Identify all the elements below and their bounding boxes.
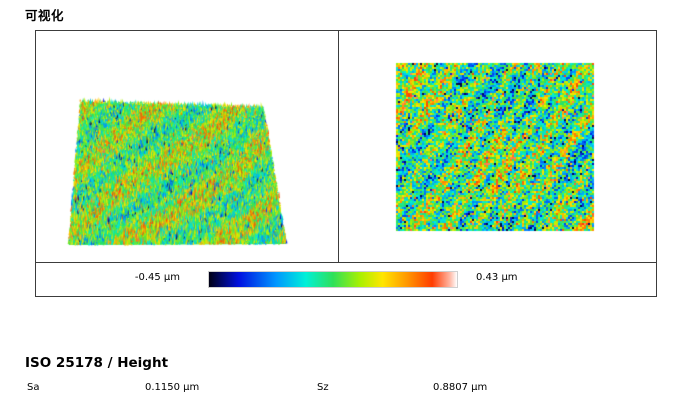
color-scale-min-label: -0.45 µm [134, 272, 180, 283]
surface-3d-panel [35, 30, 339, 263]
param-value-sa: 0.1150 µm [145, 382, 200, 393]
surface-2d-panel [339, 30, 657, 263]
color-scale-max-label: 0.43 µm [476, 272, 518, 283]
visualization-section-title: 可视化 [25, 8, 65, 23]
param-name-sa: Sa [27, 382, 40, 393]
surface-3d-view [36, 31, 338, 262]
param-name-sz: Sz [317, 382, 329, 393]
color-scale-panel: -0.45 µm 0.43 µm [35, 263, 657, 297]
iso-parameters-section-title: ISO 25178 / Height [25, 355, 169, 371]
color-scale-gradient-bar [208, 271, 458, 288]
param-value-sz: 0.8807 µm [433, 382, 488, 393]
surface-2d-view [339, 31, 655, 262]
visualization-panels [35, 30, 657, 263]
